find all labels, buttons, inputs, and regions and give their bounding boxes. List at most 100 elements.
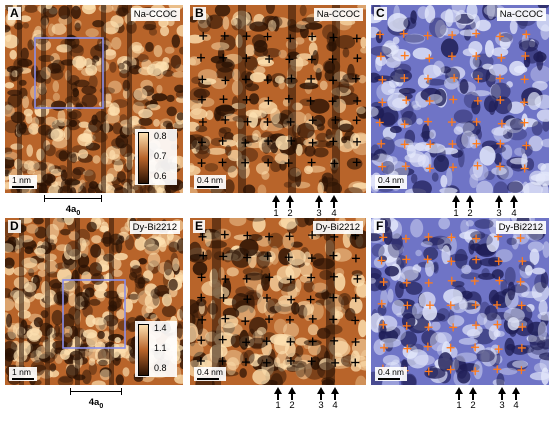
scale-bar: 1 nm — [9, 175, 37, 189]
conductance-image — [371, 5, 549, 193]
site-cross — [446, 301, 455, 310]
site-cross — [471, 367, 480, 376]
site-cross — [449, 95, 458, 104]
site-cross — [221, 115, 230, 124]
site-cross — [400, 74, 409, 83]
sample-label: Dy-Bi2212 — [495, 221, 546, 234]
site-cross — [329, 251, 338, 260]
site-cross — [263, 76, 272, 85]
site-cross — [494, 257, 503, 266]
site-cross — [426, 140, 435, 149]
site-cross — [328, 97, 337, 106]
color-tick: 1.4 — [154, 323, 167, 333]
site-cross — [446, 365, 455, 374]
site-cross — [308, 138, 317, 147]
site-cross — [220, 230, 229, 239]
color-tick: 0.8 — [154, 131, 167, 141]
site-cross — [518, 257, 527, 266]
site-cross — [198, 232, 207, 241]
site-cross — [329, 137, 338, 146]
site-cross — [403, 344, 412, 353]
site-cross — [471, 301, 480, 310]
arrow-marker: 2 — [468, 387, 478, 411]
site-cross — [448, 31, 457, 40]
site-cross — [263, 32, 272, 41]
arrow-row-c: 1 2 3 4 — [371, 195, 549, 231]
site-cross — [449, 323, 458, 332]
site-cross — [351, 74, 360, 83]
site-cross — [425, 301, 434, 310]
site-cross — [306, 295, 315, 304]
site-cross — [241, 158, 250, 167]
site-cross — [446, 343, 455, 352]
topograph-image — [5, 5, 183, 193]
site-cross — [286, 337, 295, 346]
panel-f: F Dy-Bi2212 0.4 nm — [371, 218, 549, 385]
arrow-row-b: 1 2 3 4 — [190, 195, 366, 231]
site-cross — [470, 276, 479, 285]
site-cross — [330, 232, 339, 241]
panel-a: A Na-CCOC 1 nm 0.8 0.7 0.6 — [5, 5, 183, 193]
site-cross — [265, 54, 274, 63]
site-cross — [242, 338, 251, 347]
site-cross — [447, 118, 456, 127]
site-cross — [474, 74, 483, 83]
zoom-region-box — [62, 279, 126, 349]
site-cross — [353, 274, 362, 283]
site-cross — [423, 74, 432, 83]
site-cross — [307, 273, 316, 282]
site-cross — [285, 232, 294, 241]
scale-bar: 0.4 nm — [375, 367, 407, 381]
arrow-row-e: 1 2 3 4 — [190, 387, 366, 423]
site-cross — [328, 55, 337, 64]
panel-letter: E — [193, 219, 206, 233]
site-cross — [218, 335, 227, 344]
site-cross — [241, 75, 250, 84]
site-cross — [243, 253, 252, 262]
site-cross — [351, 358, 360, 367]
site-cross — [197, 95, 206, 104]
lattice-label: 4a0 — [88, 397, 104, 410]
site-cross — [286, 34, 295, 43]
panel-letter: A — [8, 6, 21, 20]
site-cross — [265, 232, 274, 241]
site-cross — [219, 252, 228, 261]
site-cross — [308, 116, 317, 125]
site-cross — [263, 117, 272, 126]
topograph-image — [190, 218, 366, 385]
site-cross — [352, 158, 361, 167]
site-cross — [265, 273, 274, 282]
site-cross — [520, 118, 529, 127]
site-cross — [522, 141, 531, 150]
site-cross — [425, 164, 434, 173]
site-cross — [496, 139, 505, 148]
site-cross — [199, 31, 208, 40]
site-cross — [377, 299, 386, 308]
site-cross — [196, 356, 205, 365]
arrow-marker: 2 — [287, 387, 297, 411]
site-cross — [375, 118, 384, 127]
atom-site-markers — [196, 31, 362, 168]
site-cross — [425, 97, 434, 106]
site-cross — [517, 301, 526, 310]
color-scale-bar: 1.4 1.1 0.8 — [135, 321, 177, 377]
lattice-scale-bar: 4a0 — [44, 195, 102, 217]
site-cross — [472, 255, 481, 264]
site-cross — [520, 98, 529, 107]
site-cross — [219, 95, 228, 104]
site-cross — [331, 115, 340, 124]
site-cross — [516, 233, 525, 242]
site-cross — [472, 29, 481, 38]
site-cross — [472, 321, 481, 330]
lattice-label: 4a0 — [65, 204, 81, 217]
site-cross — [307, 55, 316, 64]
site-cross — [329, 33, 338, 42]
site-cross — [403, 301, 412, 310]
site-cross — [286, 117, 295, 126]
site-cross — [351, 294, 360, 303]
site-cross — [424, 367, 433, 376]
site-cross — [352, 116, 361, 125]
topograph-image — [190, 5, 366, 193]
site-cross — [472, 139, 481, 148]
site-cross — [400, 51, 409, 60]
